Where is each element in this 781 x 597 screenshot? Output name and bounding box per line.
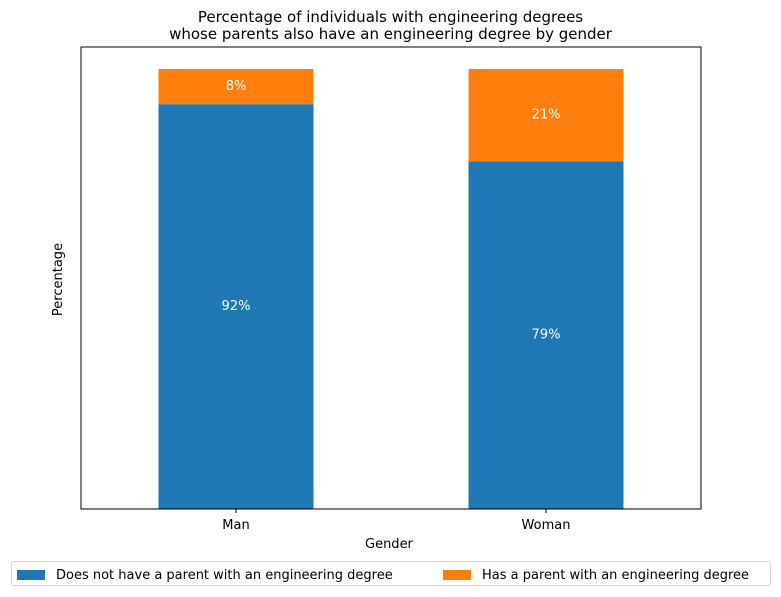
legend-item-no-parent: Does not have a parent with an engineeri…	[17, 567, 393, 583]
legend-item-has-parent: Has a parent with an engineering degree	[443, 567, 749, 583]
plot-frame	[80, 46, 702, 510]
legend-label-no-parent: Does not have a parent with an engineeri…	[56, 567, 393, 583]
data-label-man-series-0: 92%	[222, 299, 251, 314]
chart-title-line-2: whose parents also have an engineering d…	[169, 25, 612, 43]
x-axis-label: Gender	[365, 537, 413, 552]
bar-woman-series-0	[468, 161, 624, 509]
data-label-woman-series-1: 21%	[532, 108, 561, 123]
bar-woman-series-1	[468, 69, 624, 162]
legend-label-has-parent: Has a parent with an engineering degree	[482, 567, 750, 583]
chart-title-line-1: Percentage of individuals with engineeri…	[197, 8, 584, 26]
legend-swatch-has-parent	[443, 570, 471, 580]
x-tick-label-woman: Woman	[522, 518, 571, 533]
x-tick-label-man: Man	[222, 518, 249, 533]
y-axis-label: Percentage	[51, 242, 67, 317]
data-label-woman-series-0: 79%	[532, 328, 561, 343]
data-label-man-series-1: 8%	[226, 79, 247, 94]
legend: Does not have a parent with an engineeri…	[11, 561, 771, 586]
bar-man-series-0	[158, 104, 314, 509]
legend-swatch-no-parent	[17, 570, 45, 580]
ticks-layer: Man Woman	[222, 509, 570, 533]
bar-man-series-1	[158, 69, 314, 105]
bars-layer: 92% 8% 79% 21%	[158, 69, 624, 509]
